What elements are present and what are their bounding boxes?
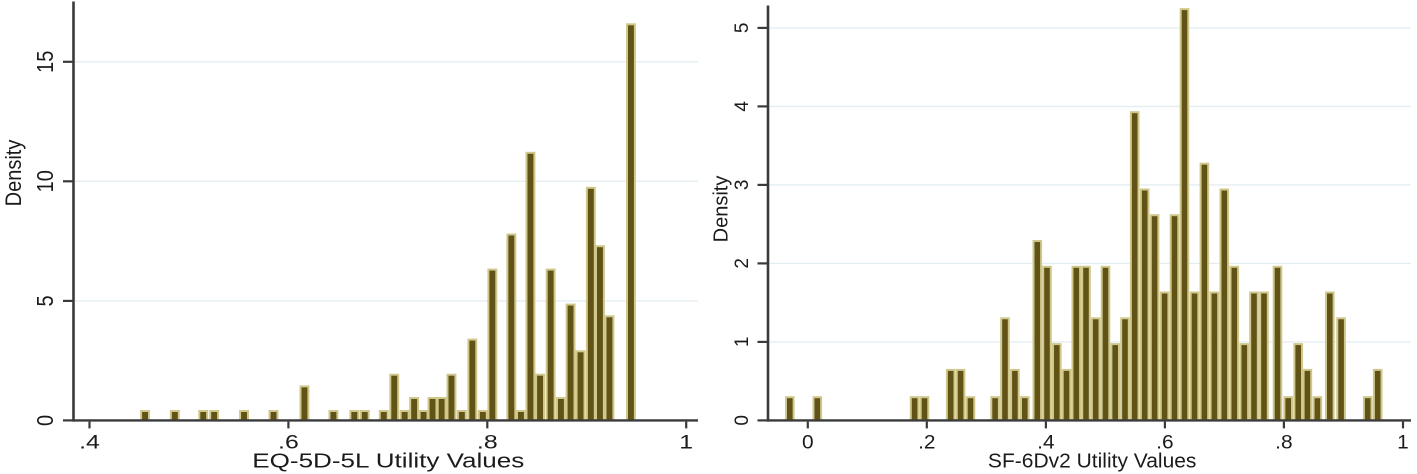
svg-text:SF-6Dv2 Utility Values: SF-6Dv2 Utility Values [988, 450, 1197, 472]
svg-text:.4: .4 [79, 432, 100, 454]
svg-text:.8: .8 [1275, 432, 1292, 454]
svg-text:.8: .8 [477, 432, 498, 454]
svg-text:5: 5 [732, 23, 753, 34]
svg-text:4: 4 [732, 101, 753, 112]
svg-text:EQ-5D-5L Utility Values: EQ-5D-5L Utility Values [252, 450, 524, 472]
svg-text:Density: Density [2, 139, 26, 206]
svg-text:.6: .6 [1156, 432, 1173, 454]
svg-text:1: 1 [679, 432, 693, 454]
svg-text:1: 1 [732, 337, 753, 348]
svg-text:0: 0 [802, 432, 814, 454]
svg-text:.6: .6 [278, 432, 299, 454]
svg-text:5: 5 [32, 295, 59, 306]
svg-text:3: 3 [732, 180, 753, 191]
svg-text:.2: .2 [918, 432, 935, 454]
svg-text:1: 1 [1397, 432, 1409, 454]
svg-text:10: 10 [32, 170, 59, 192]
svg-text:15: 15 [32, 51, 59, 73]
svg-text:0: 0 [732, 415, 753, 426]
svg-text:.4: .4 [1037, 432, 1055, 454]
svg-text:2: 2 [732, 258, 753, 269]
svg-text:Density: Density [711, 176, 733, 243]
svg-text:0: 0 [32, 415, 59, 426]
